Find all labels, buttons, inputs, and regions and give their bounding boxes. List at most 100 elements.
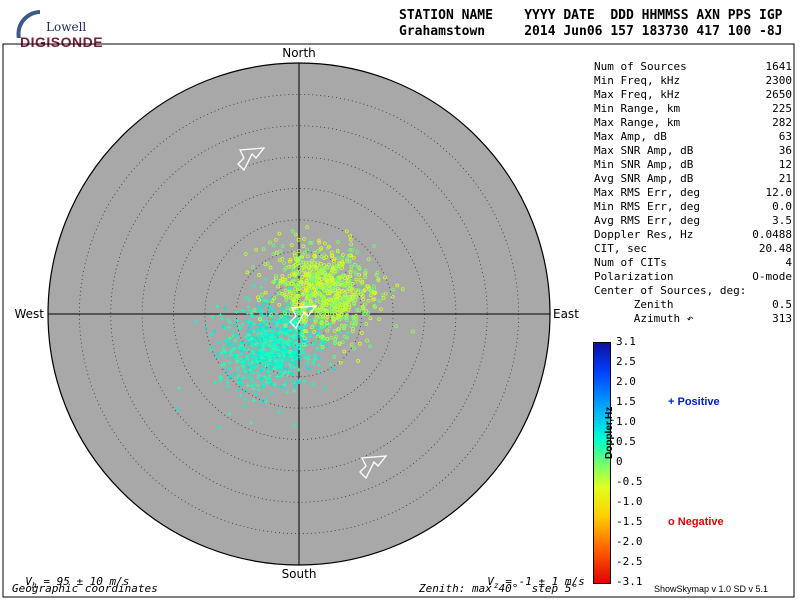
positive-source-point — [290, 371, 295, 376]
positive-source-point — [296, 367, 301, 372]
negative-source-point — [321, 295, 326, 300]
positive-source-point — [218, 374, 223, 379]
negative-source-point — [336, 239, 340, 244]
negative-source-point — [268, 265, 273, 270]
negative-source-point — [381, 295, 386, 300]
negative-source-point — [301, 342, 306, 347]
positive-source-point — [225, 380, 230, 385]
negative-source-point — [350, 281, 355, 286]
negative-source-point — [368, 293, 373, 298]
negative-source-point — [327, 273, 332, 278]
positive-source-point — [262, 332, 267, 337]
positive-source-point — [240, 360, 245, 365]
stat-row: Min RMS Err, deg 0.0 — [594, 200, 792, 214]
negative-source-point — [320, 309, 325, 314]
positive-source-point — [274, 323, 279, 328]
negative-source-point — [317, 240, 322, 245]
negative-source-point — [322, 263, 327, 268]
negative-source-point — [372, 244, 377, 249]
negative-source-point — [332, 307, 336, 312]
positive-source-point — [269, 338, 274, 343]
stat-value: 2300 — [765, 74, 793, 87]
positive-source-point — [296, 342, 301, 347]
negative-source-point — [383, 291, 388, 296]
positive-source-point — [259, 350, 264, 355]
colorbar-title: Doppler,Hz — [604, 406, 615, 459]
negative-source-point — [377, 299, 382, 304]
legend-positive: + Positive — [668, 396, 720, 408]
negative-source-point — [318, 262, 323, 266]
positive-source-point — [308, 317, 313, 322]
negative-source-point — [339, 307, 344, 312]
positive-source-point — [242, 403, 247, 408]
stat-row: Zenith 0.5 — [594, 298, 792, 312]
stat-value: 3.5 — [772, 214, 792, 227]
negative-source-point — [292, 296, 296, 300]
positive-source-point — [280, 327, 285, 332]
positive-source-point — [233, 345, 238, 350]
negative-source-point — [279, 314, 284, 319]
negative-source-point — [316, 291, 321, 296]
positive-source-point — [313, 339, 318, 344]
positive-source-point — [277, 337, 282, 342]
colorbar-tick-label: -0.5 — [616, 475, 643, 488]
positive-source-point — [242, 375, 247, 380]
positive-source-point — [264, 298, 269, 303]
positive-source-point — [219, 363, 224, 368]
positive-source-point — [310, 382, 315, 387]
stat-label: Min SNR Amp, dB — [594, 158, 694, 171]
negative-source-point — [296, 294, 301, 298]
negative-source-point — [360, 281, 364, 286]
negative-source-point — [350, 286, 355, 291]
stat-label: Num of CITs — [594, 256, 667, 269]
positive-source-point — [237, 377, 242, 382]
positive-source-point — [270, 308, 275, 313]
positive-source-point — [247, 360, 252, 365]
stat-row: Num of Sources 1641 — [594, 60, 792, 74]
stat-row: CIT, sec 20.48 — [594, 242, 792, 256]
positive-source-point — [256, 328, 261, 333]
negative-source-point — [300, 292, 305, 297]
negative-source-point — [350, 248, 355, 252]
positive-source-point — [299, 357, 304, 362]
negative-source-point — [340, 340, 345, 345]
negative-source-point — [309, 295, 314, 300]
positive-source-point — [241, 365, 246, 370]
negative-source-point — [274, 273, 278, 278]
positive-source-point — [274, 279, 279, 284]
positive-source-point — [232, 352, 237, 357]
negative-source-point — [300, 274, 305, 279]
positive-source-point — [238, 340, 243, 345]
negative-source-point — [331, 286, 336, 291]
negative-source-point — [348, 253, 352, 258]
positive-source-point — [245, 311, 250, 316]
positive-source-point — [245, 383, 250, 388]
negative-source-point — [410, 329, 415, 334]
positive-source-point — [307, 353, 312, 358]
positive-source-point — [301, 347, 306, 352]
positive-source-point — [231, 329, 236, 334]
negative-source-point — [304, 287, 309, 292]
positive-source-point — [228, 320, 233, 325]
positive-source-point — [246, 347, 251, 352]
negative-source-point — [343, 307, 348, 312]
negative-source-point — [340, 255, 345, 260]
positive-source-point — [289, 354, 294, 359]
negative-source-point — [312, 276, 317, 281]
positive-source-point — [209, 332, 214, 337]
positive-source-point — [239, 352, 244, 357]
stat-row: Min Freq, kHz 2300 — [594, 74, 792, 88]
negative-source-point — [324, 309, 329, 314]
negative-source-point — [296, 249, 301, 254]
negative-source-point — [337, 262, 341, 267]
legend-negative: o Negative — [668, 516, 724, 528]
positive-source-point — [256, 322, 261, 327]
positive-source-point — [317, 369, 322, 374]
negative-source-point — [360, 280, 365, 284]
positive-source-point — [265, 370, 270, 375]
positive-source-point — [259, 285, 264, 290]
positive-source-point — [222, 326, 227, 331]
negative-source-point — [300, 252, 305, 257]
positive-source-point — [267, 359, 272, 364]
